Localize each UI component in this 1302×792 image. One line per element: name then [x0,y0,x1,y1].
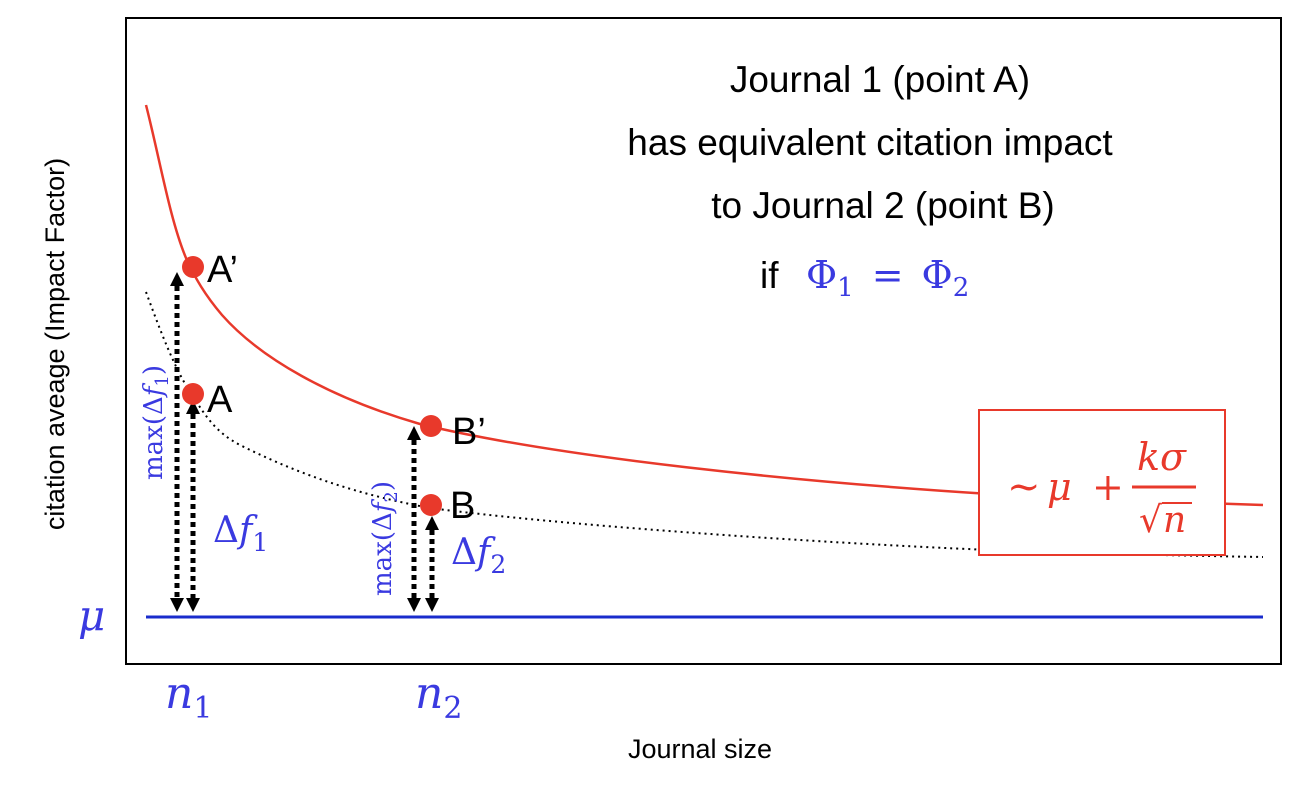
annotation-if: if [760,255,779,296]
label-max-df2: max(Δf2) [368,481,402,596]
annotation-line-2: has equivalent citation impact [627,122,1113,163]
label-a: A [207,379,233,421]
arrow-df2 [425,516,439,612]
formula-numerator: kσ [1137,435,1187,479]
label-max-df1: max(Δf1) [139,365,173,480]
point-a-prime [182,256,204,278]
label-b: B [450,485,475,527]
formula-tilde: ~ [1007,464,1041,510]
equivalence-formula: Φ1 = Φ2 [806,253,969,303]
marker-n2: n2 [415,668,462,726]
plot-frame [125,17,1282,665]
label-b-prime: B’ [452,411,486,453]
formula-box: ~ μ + kσ √ n [978,409,1226,556]
marker-n1: n1 [165,668,212,726]
label-df1: Δf1 [213,510,268,557]
arrow-df1 [186,400,200,612]
x-axis-label: Journal size [628,734,772,764]
formula-denominator: n [1163,500,1186,541]
formula-mu: μ [1047,465,1072,509]
arrow-max-df2 [407,426,421,612]
arrow-max-df1 [170,272,184,612]
point-b-prime [420,415,442,437]
formula-radical: √ [1139,500,1162,541]
label-a-prime: A’ [207,249,238,291]
annotation-line-3: to Journal 2 (point B) [711,185,1054,226]
formula-plus: + [1092,465,1124,509]
equivalence-annotation: Journal 1 (point A) has equivalent citat… [627,59,1113,226]
y-axis-label: citation aveage (Impact Factor) [40,158,70,530]
baseline-mu-label: μ [78,591,105,640]
point-b [420,494,442,516]
label-df2: Δf2 [451,532,506,579]
point-a [182,383,204,405]
annotation-line-4: if Φ1 = Φ2 [760,253,969,303]
annotation-line-1: Journal 1 (point A) [730,59,1030,100]
